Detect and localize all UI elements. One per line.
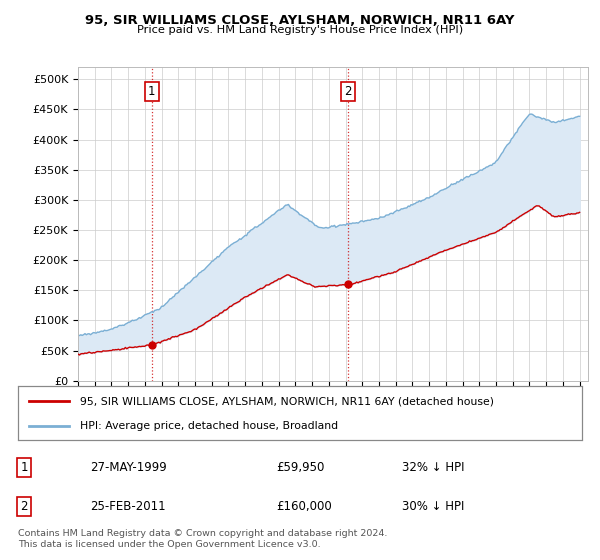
Text: £160,000: £160,000	[276, 500, 332, 514]
Text: HPI: Average price, detached house, Broadland: HPI: Average price, detached house, Broa…	[80, 421, 338, 431]
Text: 1: 1	[148, 85, 155, 98]
Text: Contains HM Land Registry data © Crown copyright and database right 2024.
This d: Contains HM Land Registry data © Crown c…	[18, 529, 388, 549]
Text: 95, SIR WILLIAMS CLOSE, AYLSHAM, NORWICH, NR11 6AY: 95, SIR WILLIAMS CLOSE, AYLSHAM, NORWICH…	[85, 14, 515, 27]
Text: £59,950: £59,950	[276, 461, 325, 474]
Text: 27-MAY-1999: 27-MAY-1999	[90, 461, 167, 474]
Text: Price paid vs. HM Land Registry's House Price Index (HPI): Price paid vs. HM Land Registry's House …	[137, 25, 463, 35]
Text: 2: 2	[20, 500, 28, 514]
Text: 95, SIR WILLIAMS CLOSE, AYLSHAM, NORWICH, NR11 6AY (detached house): 95, SIR WILLIAMS CLOSE, AYLSHAM, NORWICH…	[80, 396, 494, 407]
Text: 32% ↓ HPI: 32% ↓ HPI	[402, 461, 464, 474]
Text: 1: 1	[20, 461, 28, 474]
Text: 25-FEB-2011: 25-FEB-2011	[90, 500, 166, 514]
Text: 2: 2	[344, 85, 352, 98]
Text: 30% ↓ HPI: 30% ↓ HPI	[402, 500, 464, 514]
